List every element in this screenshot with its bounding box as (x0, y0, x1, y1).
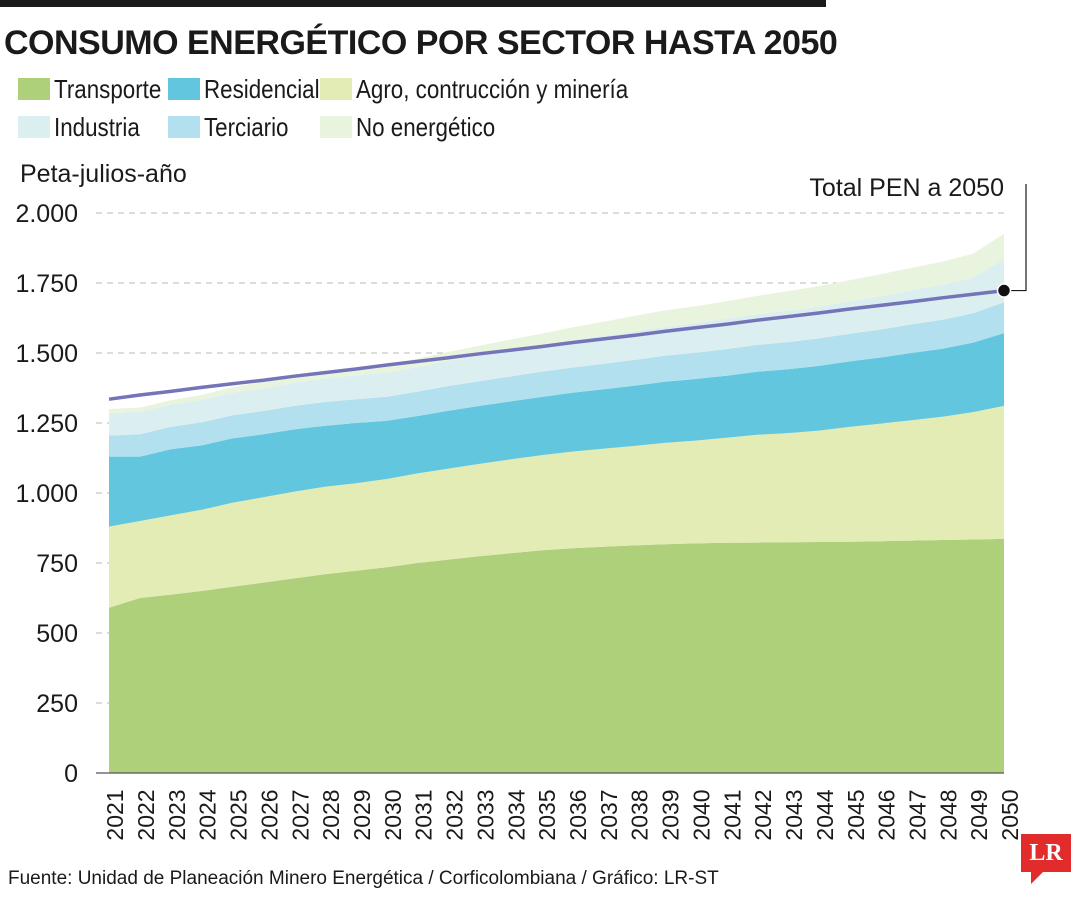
legend-swatch-agro (320, 78, 352, 100)
y-tick-label: 1.500 (15, 340, 78, 368)
x-tick-label: 2037 (596, 789, 622, 840)
total-pen-line (108, 288, 1005, 401)
legend-item-transporte: Transporte (18, 74, 179, 104)
x-tick-label: 2043 (781, 789, 807, 840)
x-tick-label: 2048 (935, 789, 961, 840)
y-tick-label: 750 (36, 550, 78, 578)
legend-item-terciario: Terciario (168, 112, 302, 142)
legend-swatch-residencial (168, 78, 200, 100)
x-tick-label: 2030 (380, 789, 406, 840)
x-tick-label: 2027 (287, 789, 313, 840)
x-tick-label: 2041 (719, 789, 745, 840)
x-tick-label: 2039 (658, 789, 684, 840)
legend-swatch-no-energetico (320, 116, 352, 138)
annotation-leader (1004, 184, 1027, 292)
x-tick-label: 2029 (349, 789, 375, 840)
x-tick-label: 2049 (966, 789, 992, 840)
x-tick-label: 2045 (843, 789, 869, 840)
x-tick-label: 2042 (750, 789, 776, 840)
x-tick-label: 2023 (164, 789, 190, 840)
x-tick-label: 2035 (534, 789, 560, 840)
legend-label: Industria (54, 111, 140, 142)
legend-label: Terciario (204, 111, 289, 142)
x-tick-label: 2046 (874, 789, 900, 840)
area-residencial (109, 333, 1004, 527)
x-tick-label: 2047 (904, 789, 930, 840)
lr-logo-badge (1021, 834, 1071, 884)
legend-item-residencial: Residencial (168, 74, 338, 104)
y-tick-label: 500 (36, 620, 78, 648)
y-tick-label: 2.000 (15, 200, 78, 228)
legend-item-no-energetico: No energético (320, 112, 518, 142)
lr-logo: LR (1021, 834, 1071, 884)
total-pen-endpoint (996, 283, 1012, 298)
x-tick-label: 2031 (411, 789, 437, 840)
x-tick-label: 2044 (812, 789, 838, 840)
x-tick-label: 2036 (565, 789, 591, 840)
x-tick-label: 2025 (226, 789, 252, 840)
y-tick-label: 1.000 (15, 480, 78, 508)
y-tick-label: 0 (64, 760, 78, 788)
x-tick-label: 2026 (256, 789, 282, 840)
y-tick-label: 250 (36, 690, 78, 718)
x-tick-label: 2022 (133, 789, 159, 840)
legend-item-agro: Agro, contrucción y minería (320, 74, 672, 104)
x-tick-label: 2034 (503, 789, 529, 840)
x-tick-label: 2033 (472, 789, 498, 840)
legend-label: Agro, contrucción y minería (356, 73, 629, 104)
area-industria (109, 258, 1004, 436)
source-note: Fuente: Unidad de Planeación Minero Ener… (8, 868, 719, 889)
lr-logo-shape (1021, 834, 1071, 884)
x-tick-label: 2040 (688, 789, 714, 840)
x-tick-label: 2050 (997, 789, 1023, 840)
chart-title: CONSUMO ENERGÉTICO POR SECTOR HASTA 2050 (4, 24, 838, 62)
area-agro (109, 405, 1004, 608)
legend-swatch-industria (18, 116, 50, 138)
legend-label: Transporte (54, 73, 162, 104)
legend-label: Residencial (204, 73, 320, 104)
legend-label: No energético (356, 111, 496, 142)
x-tick-label: 2024 (195, 789, 221, 840)
lr-logo-text: LR (1029, 840, 1063, 866)
legend-item-industria: Industria (18, 112, 154, 142)
x-tick-label: 2021 (102, 789, 128, 840)
area-transporte (109, 538, 1004, 773)
y-tick-label: 1.750 (15, 270, 78, 298)
area-terciario (109, 302, 1004, 457)
y-axis-label: Peta-julios-año (20, 160, 187, 188)
x-tick-label: 2038 (627, 789, 653, 840)
y-tick-label: 1.250 (15, 410, 78, 438)
legend-swatch-transporte (18, 78, 50, 100)
top-rule (0, 0, 826, 7)
x-tick-label: 2032 (442, 789, 468, 840)
annotation-total-pen: Total PEN a 2050 (809, 174, 1004, 202)
x-tick-label: 2028 (318, 789, 344, 840)
legend-swatch-terciario (168, 116, 200, 138)
